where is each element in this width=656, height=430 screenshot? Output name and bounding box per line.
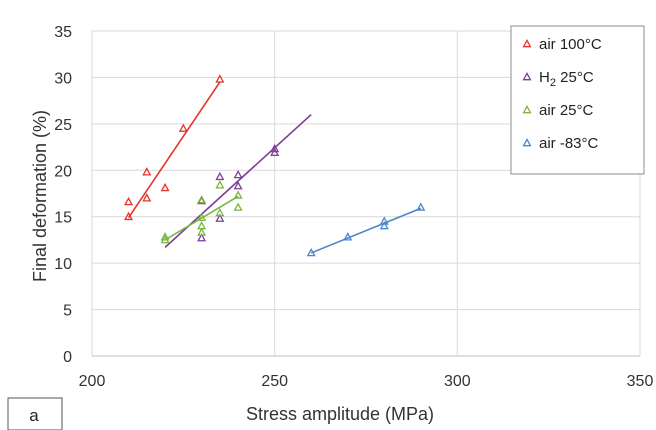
y-axis-ticks: 0 5 10 15 20 25 30 35: [54, 24, 72, 366]
data-point: [343, 232, 353, 241]
data-point: [233, 181, 243, 190]
y-tick-label: 10: [54, 256, 72, 273]
legend-label-main: H: [539, 69, 550, 86]
legend-marker: [522, 72, 532, 81]
trendline-series-2: [164, 195, 239, 241]
y-tick-label: 5: [63, 303, 72, 320]
legend-frame: [510, 25, 645, 175]
data-point: [197, 221, 207, 230]
legend-marker: [522, 39, 532, 48]
data-point: [160, 232, 170, 241]
panel-label-box: a: [7, 397, 63, 430]
data-point: [215, 213, 225, 222]
legend-label-main: air 25°C: [539, 102, 594, 119]
x-tick-label: 200: [79, 373, 106, 390]
x-tick-label: 250: [261, 373, 288, 390]
grid-lines: [91, 30, 641, 357]
data-point: [233, 190, 243, 199]
x-tick-label: 350: [627, 373, 654, 390]
data-point: [233, 202, 243, 211]
data-point: [142, 167, 152, 176]
data-point: [142, 193, 152, 202]
data-point: [197, 195, 207, 204]
data-point: [215, 180, 225, 189]
data-point: [379, 221, 389, 230]
y-tick-label: 0: [63, 349, 72, 366]
data-point: [124, 196, 134, 206]
data-point: [416, 202, 426, 211]
legend-label: air 25°C: [539, 102, 594, 119]
legend-label: H2 25°C: [539, 69, 594, 89]
data-point: [233, 169, 243, 179]
trendline-series-0: [127, 81, 221, 219]
y-tick-label: 20: [54, 163, 72, 180]
legend-label-subscript: 2: [550, 77, 556, 89]
panel-label: a: [29, 406, 39, 425]
y-tick-label: 35: [54, 24, 72, 41]
y-tick-label: 25: [54, 117, 72, 134]
legend-label: air 100°C: [539, 36, 602, 53]
legend-marker: [522, 105, 532, 114]
data-point: [379, 216, 389, 225]
data-point: [160, 182, 170, 192]
data-point: [197, 233, 207, 242]
legend-label-main: air -83°C: [539, 135, 599, 152]
trendline-series-3: [310, 207, 422, 254]
data-point: [306, 247, 316, 257]
panel-label-frame: [7, 397, 63, 430]
y-axis-title: Final deformation (%): [30, 110, 50, 282]
legend-label-tail: 25°C: [556, 69, 594, 86]
data-point: [215, 171, 225, 181]
y-tick-label: 15: [54, 210, 72, 227]
data-point: [178, 123, 188, 132]
legend-label-main: air 100°C: [539, 36, 602, 53]
data-point: [215, 74, 225, 83]
legend-marker: [522, 138, 532, 147]
data-point: [197, 212, 207, 221]
legend-label: air -83°C: [539, 135, 599, 152]
data-point: [270, 143, 280, 153]
legend: air 100°C H2 25°C air 25°C air -83°C: [510, 25, 645, 175]
data-point: [215, 208, 225, 217]
x-axis-title: Stress amplitude (MPa): [246, 404, 434, 424]
data-point: [197, 227, 207, 236]
data-point: [124, 211, 134, 221]
y-tick-label: 30: [54, 70, 72, 87]
data-points: [124, 74, 426, 257]
x-tick-label: 300: [444, 373, 471, 390]
x-axis-ticks: 200 250 300 350: [79, 373, 654, 390]
trendlines: [127, 81, 422, 254]
